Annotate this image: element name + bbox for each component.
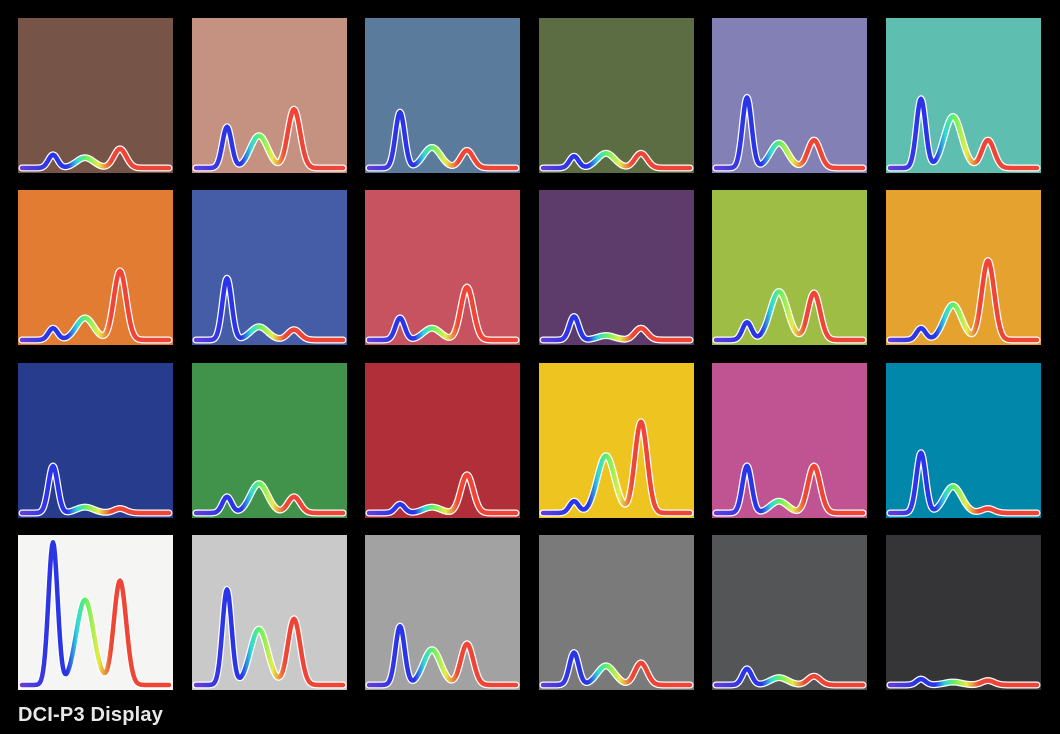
spectrum-curve: [366, 472, 519, 516]
color-swatch: [712, 18, 867, 173]
spectrum-plot: [365, 622, 520, 689]
spectrum-curve: [540, 419, 693, 516]
spectrum-plot: [192, 274, 347, 344]
color-swatch: [712, 535, 867, 690]
spectrum-plot: [712, 665, 867, 689]
spectrum-plot: [539, 649, 694, 689]
spectrum-plot: [712, 288, 867, 344]
color-swatch: [365, 190, 520, 345]
spectrum-curve: [193, 275, 346, 343]
spectrum-plot: [886, 675, 1041, 689]
spectrum-plot: [192, 585, 347, 689]
spectrum-curve: [713, 463, 866, 516]
spectrum-plot: [886, 257, 1041, 344]
spectrum-plot: [886, 449, 1041, 517]
spectrum-curve: [19, 146, 172, 171]
color-swatch: [365, 363, 520, 518]
color-swatch: [365, 18, 520, 173]
spectrum-plot: [365, 471, 520, 517]
display-caption: DCI-P3 Display: [18, 704, 164, 726]
color-swatch: [18, 18, 173, 173]
color-swatch: [192, 18, 347, 173]
color-swatch: [539, 535, 694, 690]
color-swatch: [192, 190, 347, 345]
spectrum-plot: [18, 538, 173, 689]
spectrum-plot: [539, 149, 694, 172]
spectrum-curve: [540, 314, 693, 343]
spectrum-curve: [887, 450, 1040, 516]
spectrum-curve: [193, 106, 346, 171]
spectrum-curve: [366, 284, 519, 343]
spectrum-curve: [713, 666, 866, 688]
spectrum-curve: [366, 109, 519, 171]
spectrum-plot: [192, 105, 347, 172]
spectrum-curve: [540, 650, 693, 688]
spectrum-curve: [19, 463, 172, 516]
spectrum-curve: [366, 623, 519, 688]
spectrum-curve-outline: [365, 471, 520, 517]
spectrum-plot: [18, 145, 173, 172]
spectrum-plot: [539, 313, 694, 344]
spectrum-curve: [713, 95, 866, 171]
spectrum-plot: [712, 462, 867, 517]
color-swatch: [886, 363, 1041, 518]
spectrum-plot: [365, 108, 520, 172]
spectrum-curve: [887, 258, 1040, 343]
color-swatch: [18, 363, 173, 518]
color-swatch: [18, 535, 173, 690]
color-swatch: [192, 363, 347, 518]
color-swatch: [886, 190, 1041, 345]
color-swatch: [539, 18, 694, 173]
spectrum-plot: [192, 480, 347, 517]
spectrum-curve: [887, 96, 1040, 171]
spectrum-plot: [18, 462, 173, 517]
spectrum-plot: [712, 93, 867, 172]
spectrum-plot: [886, 95, 1041, 172]
spectrum-curve: [193, 587, 346, 688]
color-swatch: [712, 363, 867, 518]
spectrum-curve-outline: [539, 418, 694, 517]
color-swatch: [365, 535, 520, 690]
color-swatch: [886, 18, 1041, 173]
spectrum-curve: [19, 540, 172, 688]
spectrum-curve: [887, 676, 1040, 688]
spectrum-curve: [193, 481, 346, 516]
spectrum-curve: [713, 289, 866, 343]
spectrum-plot: [539, 418, 694, 517]
spectrum-plot: [18, 267, 173, 344]
color-swatch: [18, 190, 173, 345]
color-swatch: [712, 190, 867, 345]
color-checker-grid: [18, 18, 1041, 690]
color-swatch: [886, 535, 1041, 690]
spectrum-curve-outline: [886, 257, 1041, 344]
spectrum-curve: [19, 268, 172, 343]
spectrum-curve: [540, 151, 693, 171]
color-swatch: [539, 190, 694, 345]
spectrum-plot: [365, 283, 520, 344]
color-swatch: [192, 535, 347, 690]
color-swatch: [539, 363, 694, 518]
